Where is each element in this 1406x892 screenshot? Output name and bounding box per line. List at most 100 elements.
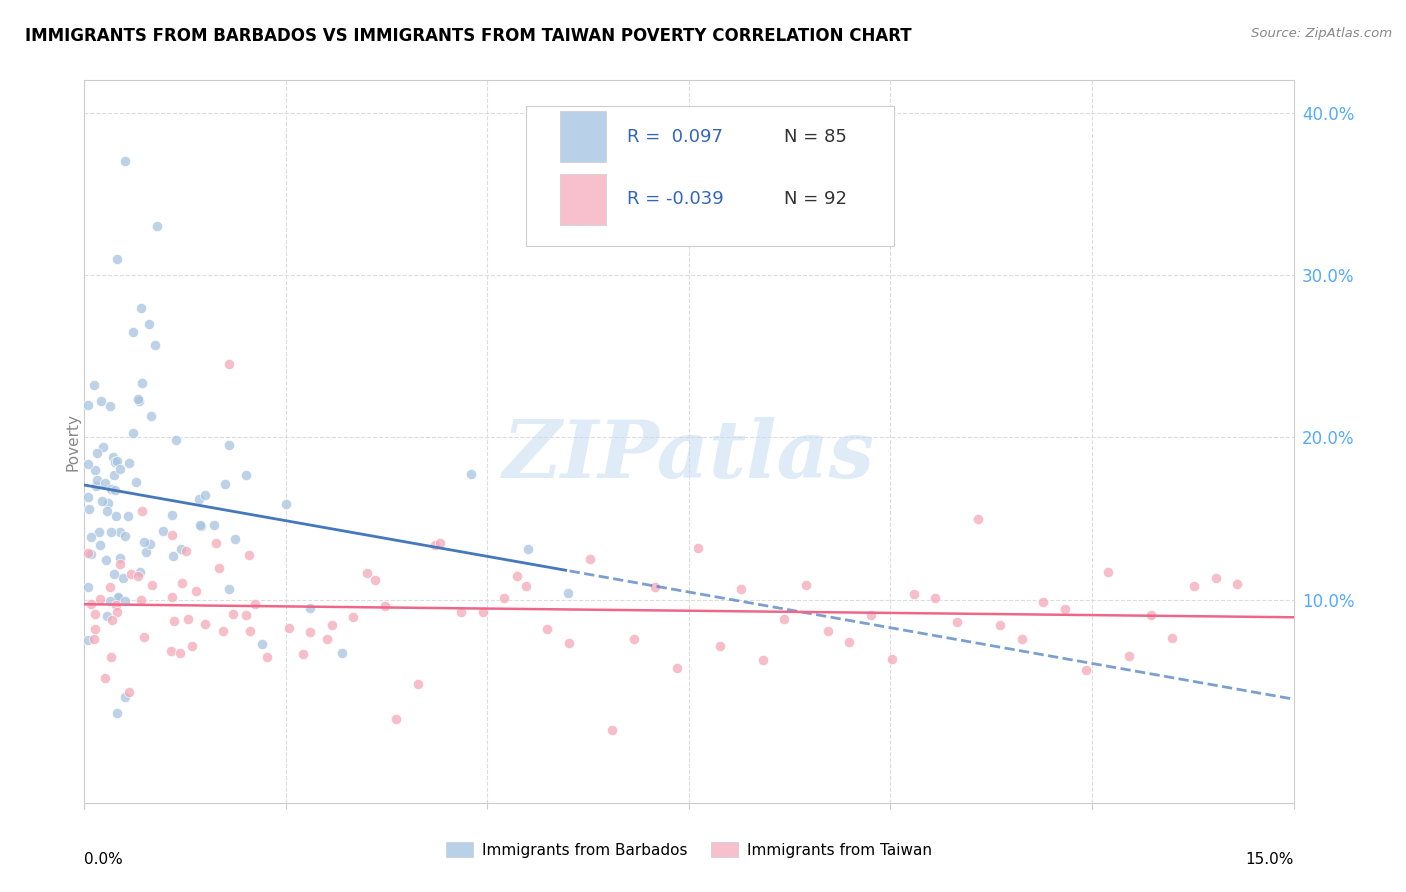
Point: [100, 482, 122, 496]
Point: [1140, 608, 1163, 623]
Point: [91, 440, 114, 454]
Point: [105, 706, 128, 721]
Point: [127, 569, 149, 583]
Point: [114, 594, 136, 608]
Point: [356, 566, 378, 580]
Point: [222, 607, 245, 621]
Point: [256, 649, 278, 664]
Point: [214, 477, 236, 491]
Point: [882, 652, 904, 666]
Point: [91, 494, 114, 508]
Point: [104, 455, 127, 469]
Point: [243, 598, 266, 612]
Point: [90, 393, 112, 408]
Point: [77, 502, 100, 516]
Point: [141, 578, 163, 592]
Point: [250, 637, 273, 651]
FancyBboxPatch shape: [560, 112, 606, 162]
Point: [1032, 595, 1054, 609]
Point: [277, 621, 299, 635]
Point: [120, 567, 142, 582]
Legend: Immigrants from Barbados, Immigrants from Taiwan: Immigrants from Barbados, Immigrants fro…: [440, 836, 938, 863]
Point: [89, 525, 111, 540]
Point: [96, 553, 118, 567]
Point: [98, 399, 121, 413]
Point: [104, 599, 127, 613]
Point: [108, 525, 131, 540]
Point: [1076, 664, 1098, 678]
Text: 0.0%: 0.0%: [84, 852, 124, 866]
Point: [105, 252, 128, 266]
Point: [1226, 577, 1249, 591]
Point: [184, 583, 207, 598]
Point: [859, 607, 882, 622]
Point: [202, 517, 225, 532]
Point: [946, 615, 969, 630]
FancyBboxPatch shape: [560, 174, 606, 225]
Point: [205, 536, 228, 550]
Point: [460, 467, 482, 482]
Point: [89, 538, 111, 552]
Point: [238, 549, 260, 563]
Point: [131, 504, 153, 518]
Point: [98, 580, 121, 594]
Point: [86, 446, 108, 460]
Point: [515, 579, 537, 593]
Point: [84, 607, 107, 622]
Point: [108, 462, 131, 476]
Point: [103, 566, 125, 581]
Point: [111, 571, 134, 585]
Point: [84, 463, 107, 477]
Text: N = 92: N = 92: [785, 191, 848, 209]
Point: [181, 640, 204, 654]
Point: [127, 392, 149, 406]
Point: [165, 433, 187, 447]
Point: [516, 542, 538, 557]
Point: [557, 585, 579, 599]
Text: R =  0.097: R = 0.097: [627, 128, 723, 145]
Point: [108, 557, 131, 571]
Point: [143, 338, 166, 352]
Point: [110, 550, 132, 565]
Point: [105, 454, 128, 468]
Point: [105, 605, 128, 619]
Point: [330, 646, 353, 660]
Point: [117, 509, 139, 524]
Point: [152, 524, 174, 539]
Point: [838, 634, 860, 648]
Point: [342, 609, 364, 624]
Y-axis label: Poverty: Poverty: [66, 412, 80, 471]
Point: [135, 545, 157, 559]
Point: [134, 535, 156, 549]
Point: [138, 537, 160, 551]
Point: [114, 528, 136, 542]
Point: [364, 573, 387, 587]
Point: [688, 541, 710, 556]
Point: [385, 712, 408, 726]
Point: [177, 612, 200, 626]
Point: [967, 512, 990, 526]
Point: [162, 508, 184, 522]
Point: [988, 617, 1011, 632]
Point: [170, 541, 193, 556]
Point: [104, 509, 127, 524]
Point: [129, 566, 152, 580]
Text: ZIPatlas: ZIPatlas: [503, 417, 875, 495]
Point: [1097, 565, 1119, 579]
Point: [644, 580, 666, 594]
Point: [129, 301, 152, 315]
Point: [190, 519, 212, 533]
Point: [1053, 602, 1076, 616]
Text: Source: ZipAtlas.com: Source: ZipAtlas.com: [1251, 27, 1392, 40]
Point: [321, 618, 343, 632]
Point: [128, 394, 150, 409]
Point: [94, 476, 117, 491]
Point: [235, 608, 257, 623]
Point: [86, 473, 108, 487]
Point: [100, 650, 122, 665]
Point: [600, 723, 623, 737]
Point: [665, 661, 688, 675]
Point: [299, 601, 322, 615]
Text: N = 85: N = 85: [785, 128, 848, 145]
Point: [107, 591, 129, 605]
